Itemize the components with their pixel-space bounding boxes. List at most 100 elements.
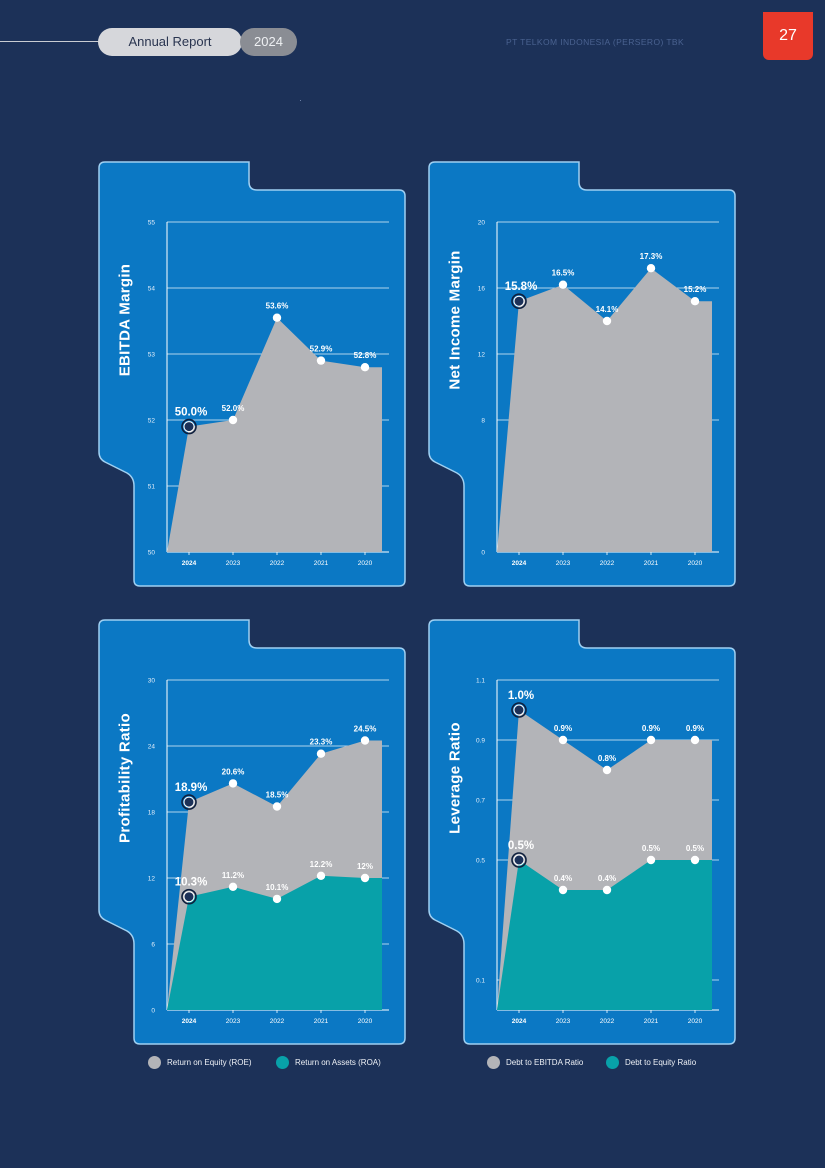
data-label: 12% [357,862,373,871]
data-point [272,802,282,811]
highlight-ring [181,794,197,810]
leverage-ratio-title: Leverage Ratio [435,673,475,883]
legend-swatch-debt-equity [606,1056,619,1070]
leverage-legend: Debt to EBITDA Ratio Debt to Equity Rati… [487,1055,747,1071]
data-label: 15.8% [505,281,538,293]
series-area-2 [167,875,382,1010]
y-tick-label: 24 [148,744,156,751]
year-pill[interactable]: 2024 [240,28,297,56]
data-point [646,735,656,745]
data-label: 0.5% [508,840,534,852]
data-label: 20.6% [222,767,245,776]
data-point [646,855,656,865]
data-point [690,855,700,865]
data-label: 52.0% [222,404,245,413]
legend-label: Debt to Equity Ratio [625,1058,697,1067]
series-area-2 [497,860,712,1010]
data-point [646,264,656,273]
data-point [183,796,195,808]
x-tick-label: 2020 [688,560,703,567]
data-label: 14.1% [596,305,619,314]
data-label: 12.2% [310,860,333,869]
data-label: 0.9% [554,724,572,733]
data-label: 10.1% [266,883,289,892]
y-tick-label: 0.7 [476,798,485,805]
highlight-ring [511,852,527,868]
legend-label: Return on Equity (ROE) [167,1058,252,1067]
x-tick-label: 2023 [226,1018,241,1025]
x-tick-label: 2022 [270,1018,285,1025]
data-point [272,313,282,322]
y-tick-label: 12 [148,876,156,883]
chart-svg: 0 8 12 16 20 15.8% 16.5% 14.1% 17.3% 15.2% 2024 202… [428,161,736,587]
y-tick-label: 18 [148,810,156,817]
y-tick-label: 54 [148,286,156,293]
annual-report-pill[interactable]: Annual Report [98,28,242,56]
chart-svg: 0 6 12 18 24 30 18.9% 20.6% 18.5% 23.3% 24.5% 10.3%… [98,619,406,1045]
data-label: 16.5% [552,269,575,278]
x-tick-label: 2021 [314,560,329,567]
y-tick-label: 51 [148,484,156,491]
series-area-1 [497,268,712,552]
data-label: 17.3% [640,252,663,261]
data-point [690,297,700,306]
data-point [272,894,282,904]
net-income-margin-title: Net Income Margin [435,215,475,425]
chart-svg: 50 51 52 53 54 55 50.0% 52.0% 53.6% 52.9% 52.8% 202… [98,161,406,587]
data-label: 23.3% [310,738,333,747]
x-tick-label: 2023 [226,560,241,567]
legend-item-debt-ebitda: Debt to EBITDA Ratio [487,1055,583,1071]
data-point [360,873,370,883]
data-label: 52.8% [354,351,377,360]
legend-item-debt-equity: Debt to Equity Ratio [606,1055,696,1071]
y-tick-label: 0 [151,1008,155,1015]
data-label: 0.9% [642,724,660,733]
data-point [602,765,612,775]
data-point [558,885,568,895]
x-tick-label: 2021 [644,560,659,567]
y-tick-label: 8 [481,418,485,425]
y-tick-label: 0 [481,550,485,557]
data-point [228,415,238,425]
profitability-ratio-panel: 0 6 12 18 24 30 18.9% 20.6% 18.5% 23.3% 24.5% 10.3%… [97,618,407,1046]
y-tick-label: 55 [148,220,156,227]
profitability-legend: Return on Equity (ROE) Return on Assets … [148,1055,408,1071]
data-label: 1.0% [508,690,534,702]
data-label: 18.5% [266,791,289,800]
data-point [513,704,525,716]
data-label: 0.8% [598,754,616,763]
x-tick-label: 2022 [600,560,615,567]
y-tick-label: 52 [148,418,156,425]
y-tick-label: 50 [148,550,156,557]
page-number-badge: 27 [763,12,813,60]
x-tick-label: 2020 [688,1018,703,1025]
x-tick-label: 2024 [512,560,527,567]
x-tick-label: 2023 [556,1018,571,1025]
legend-item-roe: Return on Equity (ROE) [148,1055,251,1071]
legend-swatch-roe [148,1056,161,1070]
y-tick-label: 12 [478,352,486,359]
data-label: 0.4% [598,874,616,883]
data-point [183,891,195,903]
leverage-ratio-panel: 0.1 0.5 0.7 0.9 1.1 1.0% 0.9% 0.8% 0.9% 0.9% 0.5% 0… [427,618,737,1046]
data-point [228,779,238,788]
legend-item-roa: Return on Assets (ROA) [276,1055,381,1071]
highlight-ring [181,418,197,435]
data-point [558,280,568,289]
x-tick-label: 2021 [314,1018,329,1025]
data-point [316,749,326,758]
header-rule [0,41,110,42]
y-tick-label: 16 [478,286,486,293]
ebitda-margin-title: EBITDA Margin [105,215,145,425]
data-label: 0.9% [686,724,704,733]
data-label: 0.5% [642,844,660,853]
highlight-ring [511,702,527,718]
profitability-ratio-title: Profitability Ratio [105,673,145,883]
chart-title: Net Income Margin [446,250,464,390]
y-tick-label: 20 [478,220,486,227]
x-tick-label: 2021 [644,1018,659,1025]
y-tick-label: 30 [148,678,156,685]
data-label: 10.3% [175,877,208,889]
chart-title: Leverage Ratio [446,722,464,834]
x-tick-label: 2022 [600,1018,615,1025]
